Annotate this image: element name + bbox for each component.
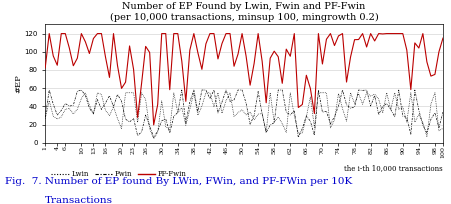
Text: Fig.  7. Number of EP found By LWin, FWin, and PF-FWin per 10K: Fig. 7. Number of EP found By LWin, FWin… [5,177,351,186]
Text: the i-th 10,000 transactions: the i-th 10,000 transactions [344,164,442,172]
Title: Number of EP Found by Lwin, Fwin and PF-Fwin
(per 10,000 transactions, minsup 10: Number of EP Found by Lwin, Fwin and PF-… [110,2,377,22]
Legend: Lwin, Fwin, PF-Fwin: Lwin, Fwin, PF-Fwin [49,167,189,181]
Text: Transactions: Transactions [45,196,113,204]
Y-axis label: #EP: #EP [14,74,23,93]
